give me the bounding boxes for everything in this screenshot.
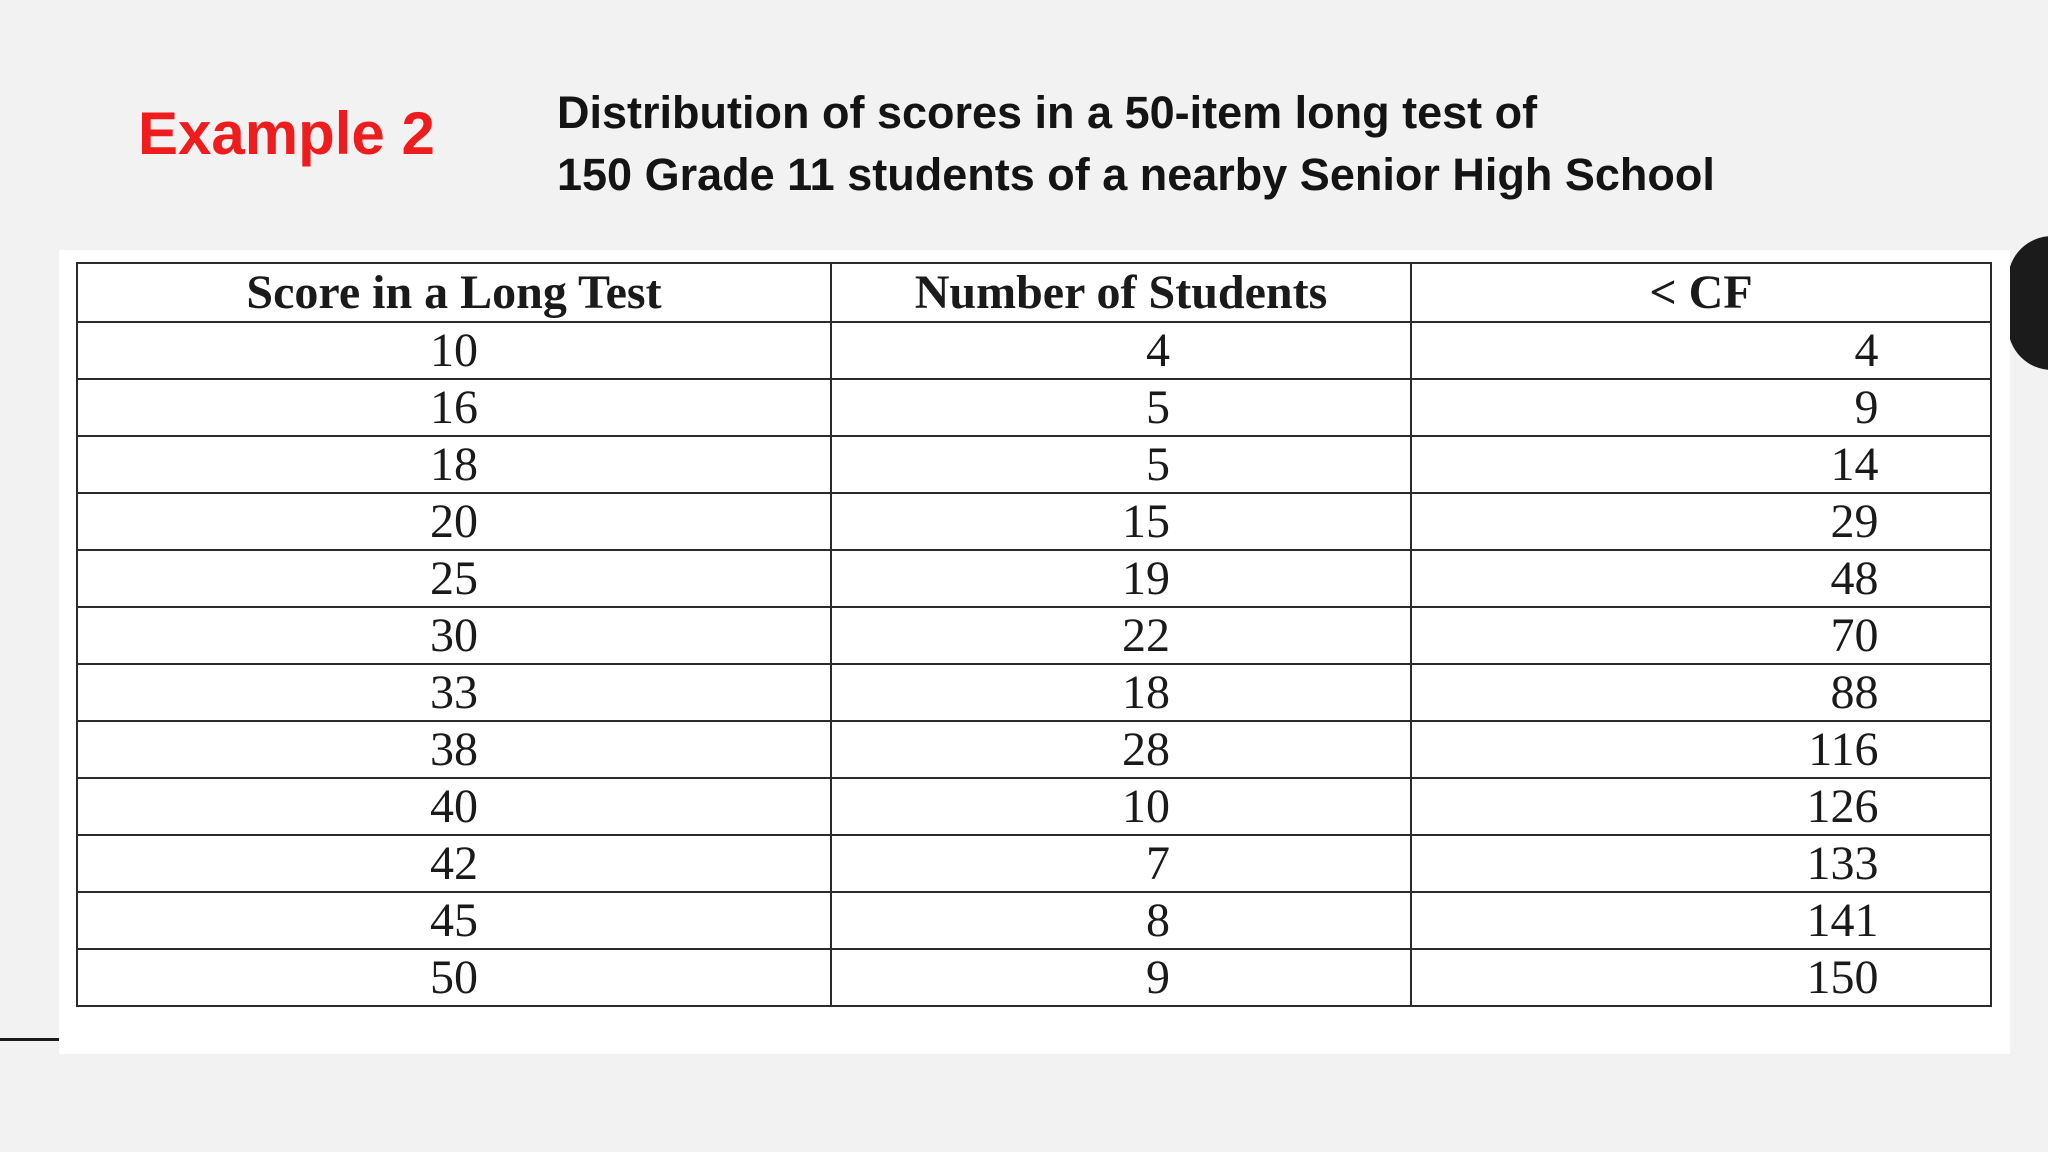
cell-number-of-students-value: 4 [1146,324,1170,377]
cell-score: 42 [76,834,832,893]
cell-cumulative-frequency-value: 14 [1830,438,1879,491]
cell-score: 33 [76,663,832,722]
cell-number-of-students: 4 [830,321,1412,380]
cell-score: 20 [76,492,832,551]
table-row: 25 19 48 [76,549,1992,608]
example-title: Example 2 [138,100,435,167]
cell-cumulative-frequency: 116 [1410,720,1992,779]
cell-number-of-students-value: 9 [1146,951,1170,1004]
table-row: 20 15 29 [76,492,1992,551]
cell-cumulative-frequency-value: 126 [1806,780,1879,833]
cell-number-of-students: 8 [830,891,1412,950]
cell-score-value: 42 [430,837,478,890]
table-row: 18 5 14 [76,435,1992,494]
cell-number-of-students-value: 19 [1122,552,1170,605]
cell-score-value: 18 [430,438,478,491]
cell-number-of-students-value: 5 [1146,381,1170,434]
table-row: 16 5 9 [76,378,1992,437]
cell-cumulative-frequency: 88 [1410,663,1992,722]
cell-number-of-students: 5 [830,378,1412,437]
cell-cumulative-frequency: 29 [1410,492,1992,551]
table-header-row: Score in a Long Test Number of Students … [76,262,1992,323]
cell-cumulative-frequency-value: 70 [1830,609,1879,662]
cell-cumulative-frequency-value: 150 [1806,951,1879,1004]
cell-cumulative-frequency: 14 [1410,435,1992,494]
cell-score: 38 [76,720,832,779]
cell-number-of-students: 10 [830,777,1412,836]
cell-score-value: 20 [430,495,478,548]
cell-number-of-students-value: 28 [1122,723,1170,776]
table-row: 42 7 133 [76,834,1992,893]
table-row: 10 4 4 [76,321,1992,380]
cell-score-value: 45 [430,894,478,947]
cell-score-value: 16 [430,381,478,434]
frequency-table: Score in a Long Test Number of Students … [76,262,1992,1007]
description-line-2: 150 Grade 11 students of a nearby Senior… [557,149,1715,200]
cell-number-of-students: 28 [830,720,1412,779]
cell-number-of-students: 19 [830,549,1412,608]
table-row: 50 9 150 [76,948,1992,1007]
table-row: 38 28 116 [76,720,1992,779]
cell-cumulative-frequency-value: 29 [1830,495,1879,548]
cell-cumulative-frequency: 70 [1410,606,1992,665]
cell-score: 18 [76,435,832,494]
cell-cumulative-frequency: 141 [1410,891,1992,950]
cell-number-of-students-value: 8 [1146,894,1170,947]
cell-number-of-students-value: 22 [1122,609,1170,662]
header-number-of-students: Number of Students [830,262,1412,323]
cell-score-value: 33 [430,666,478,719]
table-row: 33 18 88 [76,663,1992,722]
table-row: 30 22 70 [76,606,1992,665]
table-row: 45 8 141 [76,891,1992,950]
cell-cumulative-frequency-value: 9 [1854,381,1879,434]
cell-cumulative-frequency: 48 [1410,549,1992,608]
cell-number-of-students: 5 [830,435,1412,494]
cell-cumulative-frequency-value: 141 [1806,894,1879,947]
cell-cumulative-frequency-value: 88 [1830,666,1879,719]
cell-number-of-students: 22 [830,606,1412,665]
cell-cumulative-frequency: 4 [1410,321,1992,380]
table-description: Distribution of scores in a 50-item long… [557,82,1715,206]
cell-cumulative-frequency: 150 [1410,948,1992,1007]
cell-cumulative-frequency-value: 48 [1830,552,1879,605]
header-cumulative-frequency: < CF [1410,262,1992,323]
table-row: 40 10 126 [76,777,1992,836]
cell-number-of-students: 7 [830,834,1412,893]
cell-number-of-students-value: 5 [1146,438,1170,491]
cell-cumulative-frequency-value: 116 [1808,723,1879,776]
cell-score: 16 [76,378,832,437]
header-score: Score in a Long Test [76,262,832,323]
cell-number-of-students-value: 15 [1122,495,1170,548]
cell-cumulative-frequency: 126 [1410,777,1992,836]
cell-score: 30 [76,606,832,665]
cell-number-of-students-value: 10 [1122,780,1170,833]
cell-score: 45 [76,891,832,950]
cell-score: 50 [76,948,832,1007]
cell-number-of-students-value: 7 [1146,837,1170,890]
cell-score: 25 [76,549,832,608]
cell-cumulative-frequency-value: 4 [1854,324,1879,377]
cell-score-value: 25 [430,552,478,605]
cell-number-of-students: 15 [830,492,1412,551]
cell-score-value: 50 [430,951,478,1004]
cell-score-value: 38 [430,723,478,776]
description-line-1: Distribution of scores in a 50-item long… [557,87,1538,138]
cell-cumulative-frequency: 9 [1410,378,1992,437]
table-panel: Score in a Long Test Number of Students … [59,250,2010,1054]
left-rule-decoration [0,1038,60,1041]
side-tab-decoration [2008,236,2048,370]
cell-cumulative-frequency-value: 133 [1806,837,1879,890]
cell-score-value: 10 [430,324,478,377]
cell-score-value: 30 [430,609,478,662]
cell-score-value: 40 [430,780,478,833]
cell-number-of-students: 18 [830,663,1412,722]
cell-number-of-students: 9 [830,948,1412,1007]
cell-score: 40 [76,777,832,836]
cell-cumulative-frequency: 133 [1410,834,1992,893]
cell-number-of-students-value: 18 [1122,666,1170,719]
cell-score: 10 [76,321,832,380]
